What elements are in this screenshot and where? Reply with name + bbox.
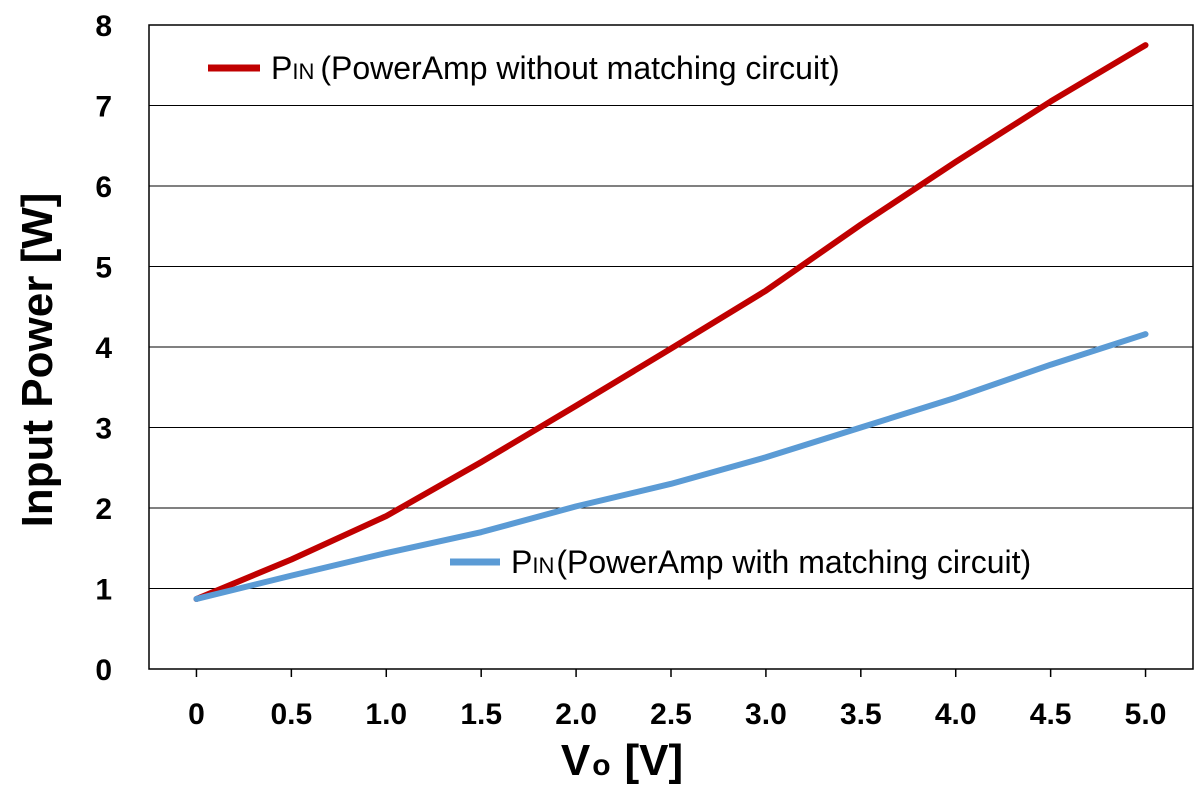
legend-label-main: P bbox=[511, 544, 532, 580]
y-tick-label: 5 bbox=[95, 252, 112, 285]
x-tick-label: 2.5 bbox=[650, 698, 692, 731]
y-axis-title: Input Power [W] bbox=[13, 193, 62, 528]
x-tick-label: 5.0 bbox=[1125, 698, 1167, 731]
y-axis-ticks: 0 1 2 3 4 5 6 7 8 bbox=[95, 10, 112, 687]
x-tick-label: 0 bbox=[188, 698, 205, 731]
x-axis-title: Vo [V] bbox=[561, 736, 683, 785]
x-tick-label: 3.0 bbox=[745, 698, 787, 731]
y-tick-label: 6 bbox=[95, 171, 112, 204]
legend-label-subscript: IN bbox=[292, 59, 314, 84]
series-line-with-matching bbox=[193, 331, 1149, 602]
gridlines bbox=[149, 105, 1193, 589]
y-tick-label: 2 bbox=[95, 493, 112, 526]
series-lines bbox=[193, 42, 1149, 602]
x-axis-ticks: 0 0.5 1.0 1.5 2.0 2.5 3.0 3.5 4.0 4.5 5.0 bbox=[188, 669, 1166, 731]
x-tick-label: 4.0 bbox=[935, 698, 977, 731]
y-tick-label: 1 bbox=[95, 574, 112, 607]
series-line-without-matching bbox=[193, 42, 1149, 602]
x-tick-label: 4.5 bbox=[1030, 698, 1072, 731]
y-tick-label: 7 bbox=[95, 91, 112, 124]
y-tick-label: 3 bbox=[95, 413, 112, 446]
legend-label-rest: (PowerAmp with matching circuit) bbox=[556, 544, 1031, 580]
legend-label-rest: (PowerAmp without matching circuit) bbox=[320, 50, 839, 86]
y-tick-label: 0 bbox=[95, 654, 112, 687]
legend-label-with-matching: PIN(PowerAmp with matching circuit) bbox=[511, 544, 1031, 580]
legend-label-without-matching: PIN (PowerAmp without matching circuit) bbox=[271, 50, 840, 86]
x-axis-title-main: V bbox=[561, 736, 591, 785]
y-tick-label: 4 bbox=[95, 332, 112, 365]
x-axis-title-subscript: o bbox=[592, 749, 610, 782]
legend-entry-with-matching: PIN(PowerAmp with matching circuit) bbox=[450, 544, 1031, 580]
legend-entry-without-matching: PIN (PowerAmp without matching circuit) bbox=[208, 50, 840, 86]
x-tick-label: 0.5 bbox=[271, 698, 313, 731]
x-tick-label: 2.0 bbox=[555, 698, 597, 731]
x-axis-title-unit: [V] bbox=[625, 736, 684, 785]
legend-label-subscript: IN bbox=[532, 553, 554, 578]
y-tick-label: 8 bbox=[95, 10, 112, 43]
x-tick-label: 1.5 bbox=[460, 698, 502, 731]
legend-label-main: P bbox=[271, 50, 292, 86]
x-tick-label: 3.5 bbox=[840, 698, 882, 731]
x-tick-label: 1.0 bbox=[365, 698, 407, 731]
